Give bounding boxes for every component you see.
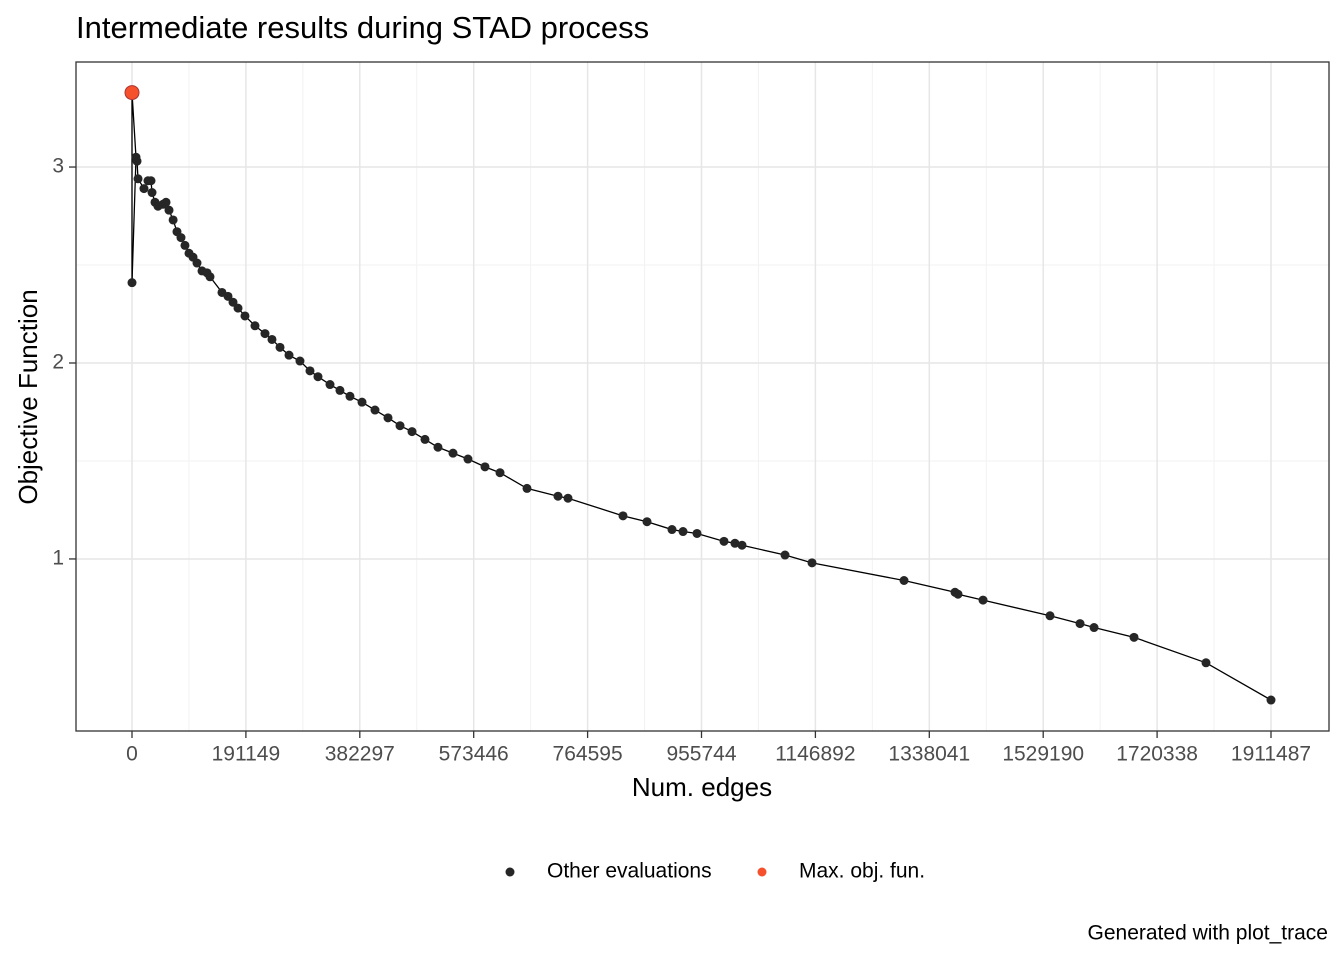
- point: [899, 576, 909, 586]
- x-tick-label: 1146892: [775, 743, 855, 766]
- point: [240, 311, 250, 321]
- legend-swatch: [505, 867, 515, 877]
- point: [433, 442, 443, 452]
- point: [139, 184, 149, 194]
- max-point: [124, 85, 140, 101]
- point: [180, 240, 190, 250]
- point: [642, 517, 652, 527]
- y-tick-label: 2: [52, 351, 64, 374]
- point: [223, 291, 233, 301]
- point: [1089, 623, 1099, 633]
- point: [553, 491, 563, 501]
- point: [563, 493, 573, 503]
- point: [133, 174, 143, 184]
- x-tick-label: 1338041: [888, 743, 970, 766]
- point: [667, 525, 677, 535]
- point: [1201, 658, 1211, 668]
- point: [1129, 632, 1139, 642]
- x-tick-label: 1720338: [1116, 743, 1198, 766]
- point: [132, 156, 142, 166]
- point: [275, 342, 285, 352]
- chart-title: Intermediate results during STAD process: [76, 10, 649, 45]
- point: [719, 536, 729, 546]
- point: [176, 233, 186, 243]
- x-tick-label: 955744: [666, 743, 736, 766]
- point: [325, 380, 335, 390]
- legend-label: Max. obj. fun.: [799, 860, 925, 883]
- x-tick-label: 1911487: [1231, 743, 1311, 766]
- point: [335, 385, 345, 395]
- point: [345, 391, 355, 401]
- caption: Generated with plot_trace: [1088, 922, 1328, 945]
- point: [383, 413, 393, 423]
- x-tick-label: 1529190: [1002, 743, 1084, 766]
- point: [357, 397, 367, 407]
- point: [233, 303, 243, 313]
- point: [420, 434, 430, 444]
- point: [978, 595, 988, 605]
- point: [267, 334, 277, 344]
- point: [522, 483, 532, 493]
- point: [127, 278, 137, 288]
- point: [780, 550, 790, 560]
- point: [164, 205, 174, 215]
- point: [737, 540, 747, 550]
- point: [395, 421, 405, 431]
- point: [448, 448, 458, 458]
- point: [168, 215, 178, 225]
- x-axis-label: Num. edges: [632, 772, 772, 802]
- y-tick-label: 3: [52, 155, 64, 178]
- y-axis-label: Objective Function: [13, 289, 43, 504]
- point: [192, 258, 202, 268]
- point: [313, 372, 323, 382]
- point: [146, 176, 156, 186]
- point: [147, 188, 157, 198]
- point: [730, 538, 740, 548]
- point: [295, 356, 305, 366]
- legend-swatch: [757, 867, 767, 877]
- x-tick-label: 191149: [212, 743, 281, 766]
- point: [161, 197, 171, 207]
- point: [480, 462, 490, 472]
- point: [463, 454, 473, 464]
- x-tick-label: 573446: [439, 743, 509, 766]
- point: [495, 468, 505, 478]
- point: [407, 427, 417, 437]
- point: [205, 272, 215, 282]
- point: [1266, 695, 1276, 705]
- x-tick-label: 0: [126, 743, 138, 766]
- point: [692, 528, 702, 538]
- y-tick-label: 1: [52, 546, 64, 569]
- point: [228, 297, 238, 307]
- point: [953, 589, 963, 599]
- point: [305, 366, 315, 376]
- point: [260, 329, 270, 339]
- point: [370, 405, 380, 415]
- point: [678, 527, 688, 537]
- point: [807, 558, 817, 568]
- point: [1075, 619, 1085, 629]
- legend-label: Other evaluations: [547, 860, 712, 883]
- point: [250, 321, 260, 331]
- point: [618, 511, 628, 521]
- x-tick-label: 764595: [553, 743, 623, 766]
- x-tick-label: 382297: [325, 743, 395, 766]
- point: [1045, 611, 1055, 621]
- plot-border: [75, 61, 1330, 732]
- point: [284, 350, 294, 360]
